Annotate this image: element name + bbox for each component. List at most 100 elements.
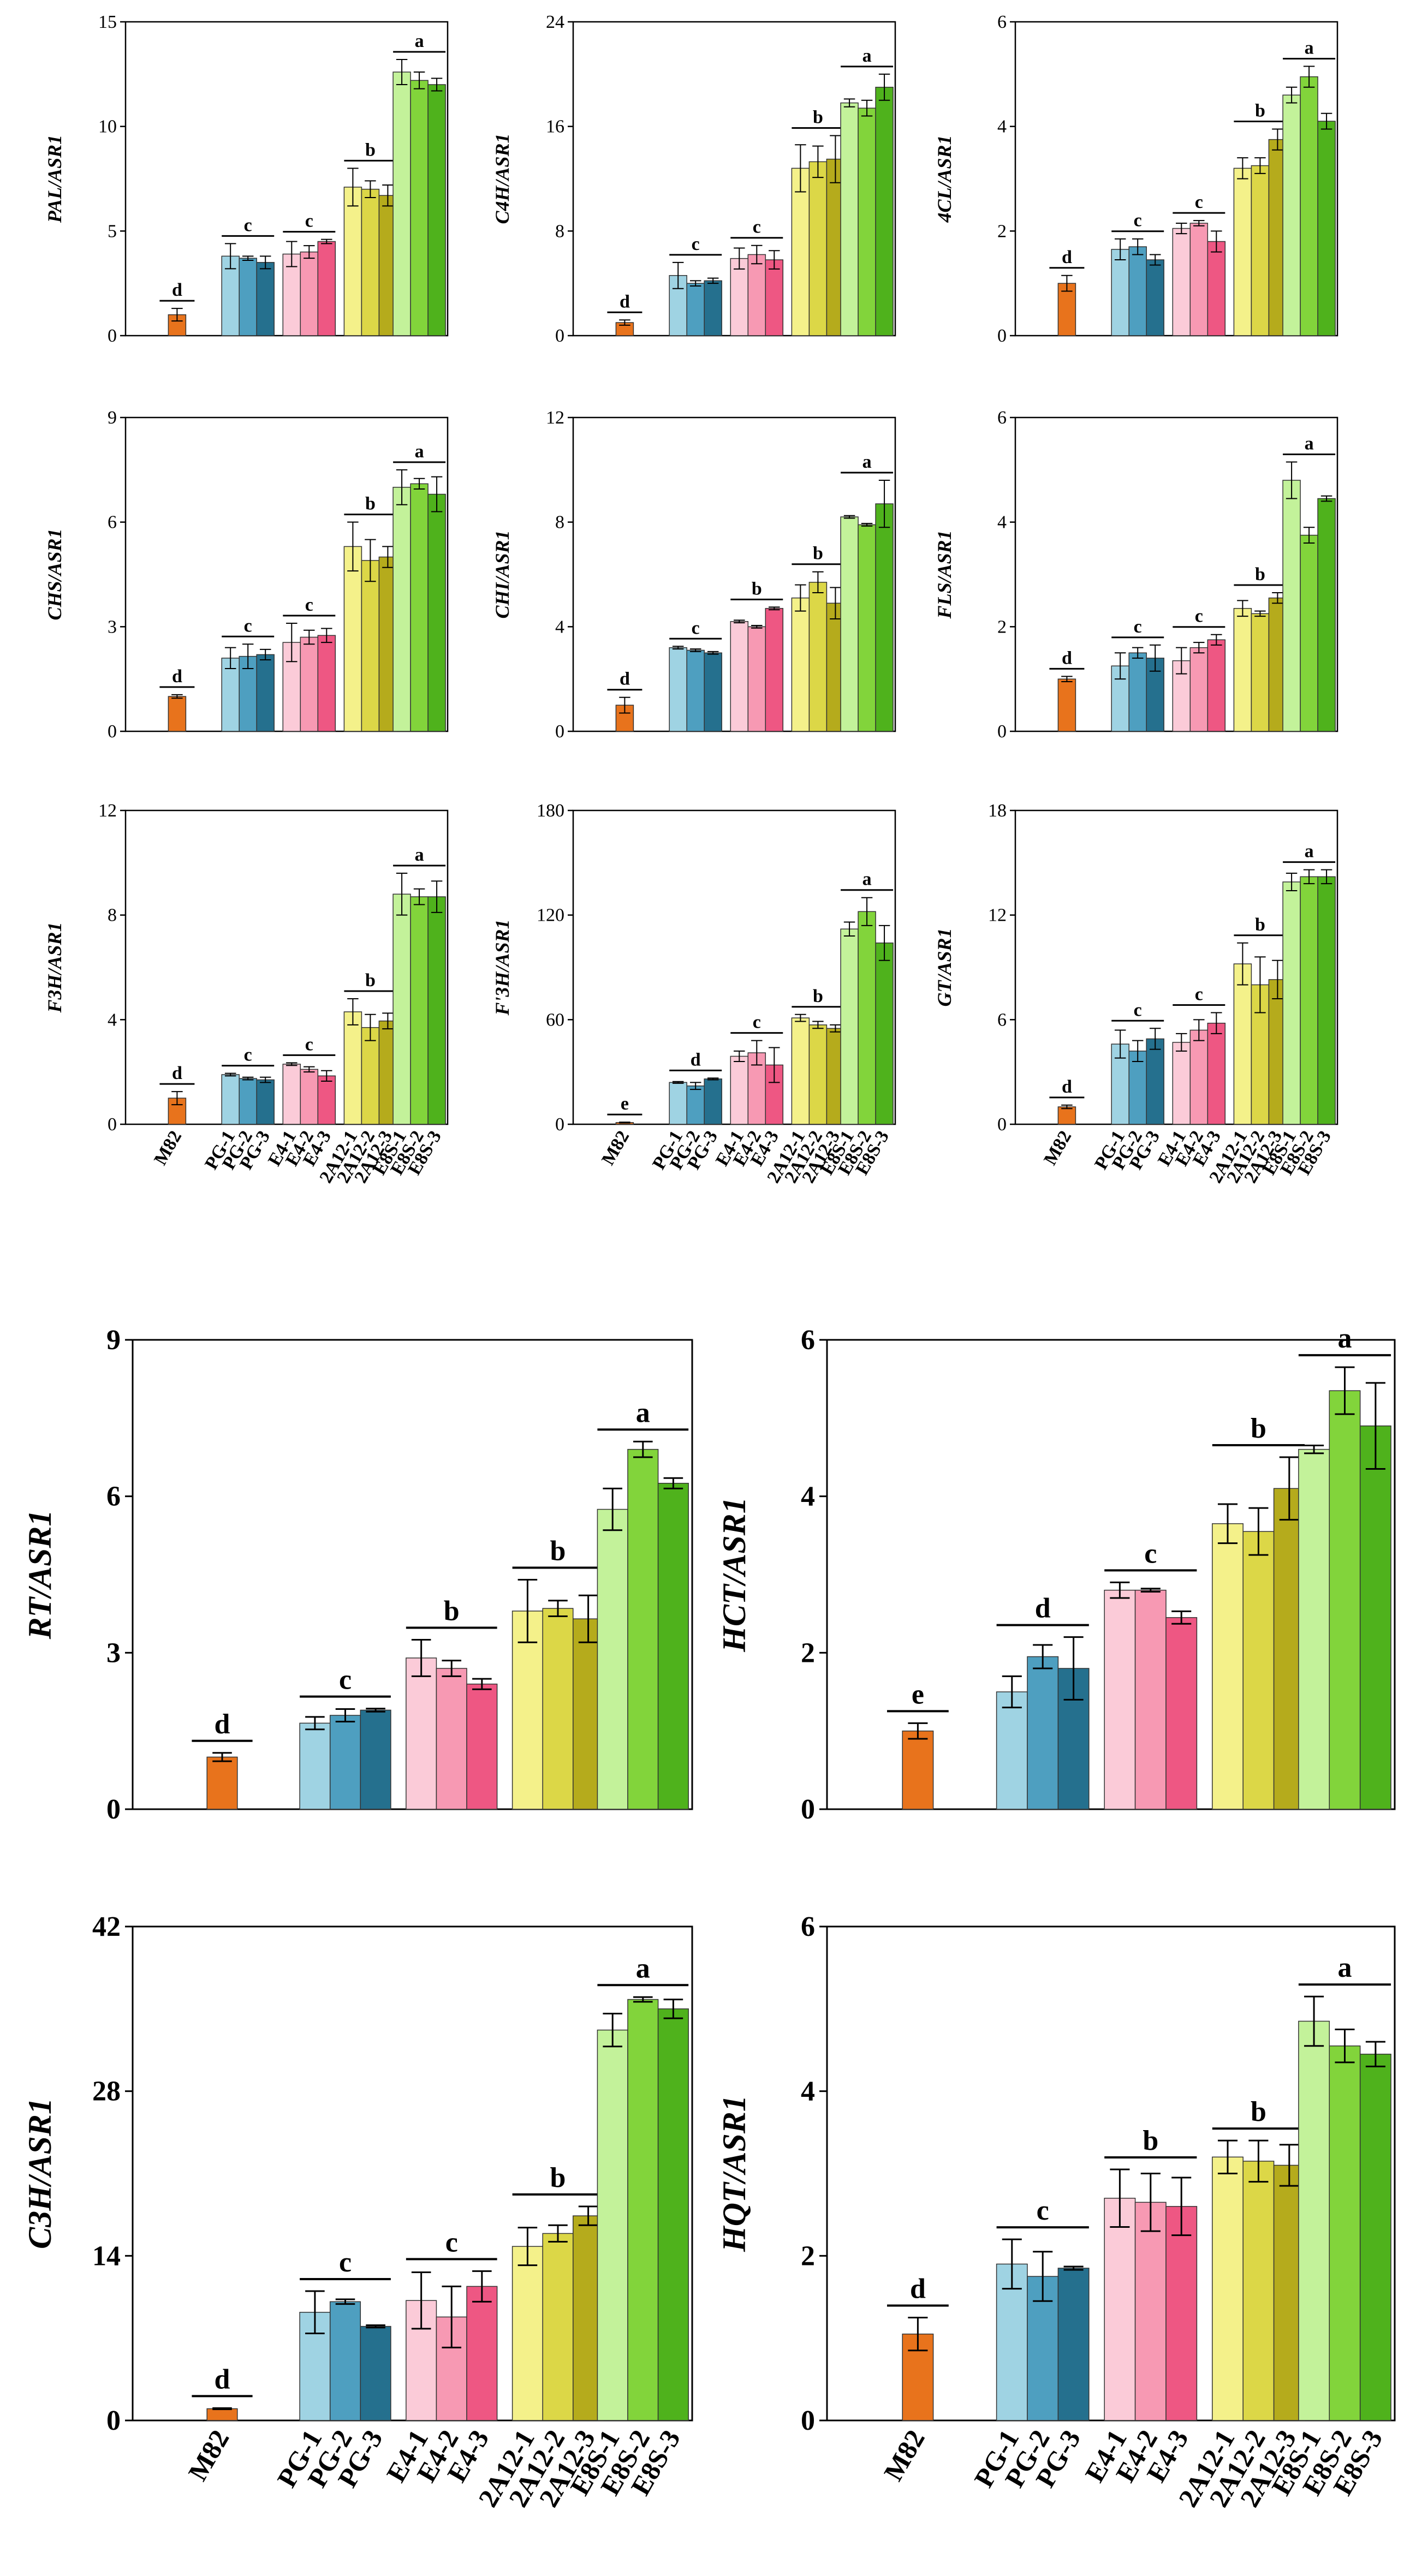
y-tick-label: 6	[997, 1010, 1007, 1030]
bar-e4-1	[1172, 228, 1191, 336]
y-tick-label: 4	[801, 2076, 815, 2107]
significance-letter: d	[1035, 1593, 1051, 1624]
y-tick-label: 16	[546, 117, 564, 137]
bar-m82	[206, 1756, 238, 1810]
bar-2a12-1	[511, 2246, 543, 2421]
bar-pg-3	[256, 1079, 275, 1125]
significance-letter: b	[1255, 564, 1265, 585]
x-tick-label: M82	[1040, 1128, 1075, 1169]
y-tick-label: 24	[546, 12, 564, 32]
significance-letter: c	[1195, 606, 1203, 627]
significance-letter: d	[620, 291, 630, 312]
panel-hqt-asr1: 0246HQT/ASR1dM82cPG-1PG-2PG-3bE4-1E4-2E4…	[716, 1911, 1396, 2512]
significance-letter: c	[244, 616, 252, 636]
bar-2a12-1	[1233, 168, 1252, 336]
y-axis-label: HCT/ASR1	[716, 1497, 752, 1652]
bar-pg-1	[996, 1691, 1028, 1810]
significance-letter: c	[692, 618, 700, 638]
bar-2a12-1	[1212, 1523, 1244, 1810]
significance-letter: c	[1195, 985, 1203, 1005]
significance-letter: d	[1062, 247, 1072, 267]
bar-e4-1	[282, 1064, 301, 1125]
y-axis-label: FLS/ASR1	[933, 530, 955, 619]
y-axis-label: C3H/ASR1	[22, 2098, 58, 2249]
bar-2a12-1	[791, 168, 810, 336]
significance-letter: b	[1255, 100, 1265, 121]
y-tick-label: 9	[106, 1325, 121, 1356]
bar-2a12-1	[791, 1017, 810, 1125]
bar-e4-2	[1189, 1029, 1209, 1125]
bar-2a12-2	[808, 1024, 828, 1125]
y-axis-label: CHI/ASR1	[491, 530, 513, 618]
bar-e4-3	[1207, 241, 1226, 336]
y-tick-label: 12	[546, 408, 564, 428]
y-tick-label: 3	[108, 617, 117, 637]
bar-e8s-3	[1359, 1425, 1391, 1810]
bar-e8s-3	[427, 896, 446, 1125]
significance-letter: a	[1305, 842, 1314, 862]
y-tick-label: 6	[801, 1325, 815, 1356]
bar-pg-3	[1146, 1038, 1164, 1125]
bar-e4-3	[317, 635, 336, 732]
bar-e8s-3	[875, 943, 894, 1125]
bar-e8s-3	[657, 2008, 689, 2421]
bar-e8s-1	[840, 516, 859, 732]
bar-pg-2	[686, 649, 705, 732]
bar-2a12-1	[1233, 963, 1252, 1125]
bar-e4-3	[765, 259, 784, 336]
bar-m82	[1057, 678, 1076, 732]
bar-e8s-2	[627, 1999, 659, 2421]
bar-pg-1	[221, 1074, 240, 1125]
y-tick-label: 4	[997, 117, 1007, 137]
bar-e8s-2	[410, 483, 429, 732]
bar-2a12-1	[1212, 2156, 1244, 2421]
bar-e4-1	[1104, 1589, 1136, 1810]
bar-e8s-2	[858, 524, 876, 732]
significance-letter: b	[550, 2162, 566, 2193]
bar-2a12-2	[542, 2233, 574, 2421]
bar-m82	[1057, 283, 1076, 336]
bar-e8s-3	[657, 1483, 689, 1810]
y-tick-label: 0	[106, 2405, 121, 2436]
y-tick-label: 6	[106, 1481, 121, 1512]
bar-e4-1	[282, 253, 301, 336]
panel-pal-asr1: 0 5 10 15 PAL/ASR1 d c c b a	[44, 12, 449, 346]
bar-e4-3	[765, 608, 784, 732]
y-tick-label: 3	[106, 1637, 121, 1668]
significance-letter: d	[172, 1063, 182, 1083]
bar-e4-2	[747, 254, 766, 336]
bar-e4-3	[1207, 639, 1226, 732]
y-axis-label: F'3H/ASR1	[491, 919, 513, 1016]
significance-letter: d	[172, 666, 182, 687]
significance-letter: c	[1134, 617, 1142, 637]
bar-2a12-2	[1251, 613, 1270, 732]
bar-e8s-2	[1300, 534, 1318, 732]
significance-letter: c	[1195, 192, 1203, 212]
bar-2a12-2	[361, 560, 380, 732]
bar-2a12-1	[791, 597, 810, 732]
bar-e4-3	[466, 1683, 498, 1810]
bar-m82	[206, 2408, 238, 2421]
y-tick-label: 12	[98, 801, 117, 821]
bar-pg-2	[686, 283, 705, 336]
y-tick-label: 6	[997, 408, 1007, 428]
y-axis-label: GT/ASR1	[933, 928, 955, 1006]
bar-e8s-1	[597, 2029, 628, 2421]
bar-2a12-2	[1251, 165, 1270, 336]
y-axis-label: PAL/ASR1	[44, 135, 66, 223]
bar-e8s-1	[1298, 2020, 1330, 2421]
significance-letter: c	[339, 2247, 352, 2278]
bar-e8s-3	[1359, 2054, 1391, 2421]
panel-hct-asr1: 0 2 4 6 HCT/ASR1 e d c b a	[716, 1323, 1396, 1825]
significance-letter: d	[691, 1050, 701, 1070]
y-axis-label: F3H/ASR1	[44, 922, 66, 1013]
bar-pg-1	[996, 2263, 1028, 2421]
bar-2a12-2	[1242, 2161, 1275, 2421]
panel-fls-asr1: 0 2 4 6 FLS/ASR1 d c c b a	[933, 408, 1338, 742]
bar-m82	[902, 1730, 934, 1810]
bar-e8s-1	[1298, 1448, 1330, 1810]
y-axis-label: C4H/ASR1	[491, 133, 513, 224]
bar-2a12-1	[1233, 608, 1252, 732]
bar-e4-3	[1207, 1022, 1226, 1125]
bar-e4-3	[1165, 1617, 1198, 1810]
